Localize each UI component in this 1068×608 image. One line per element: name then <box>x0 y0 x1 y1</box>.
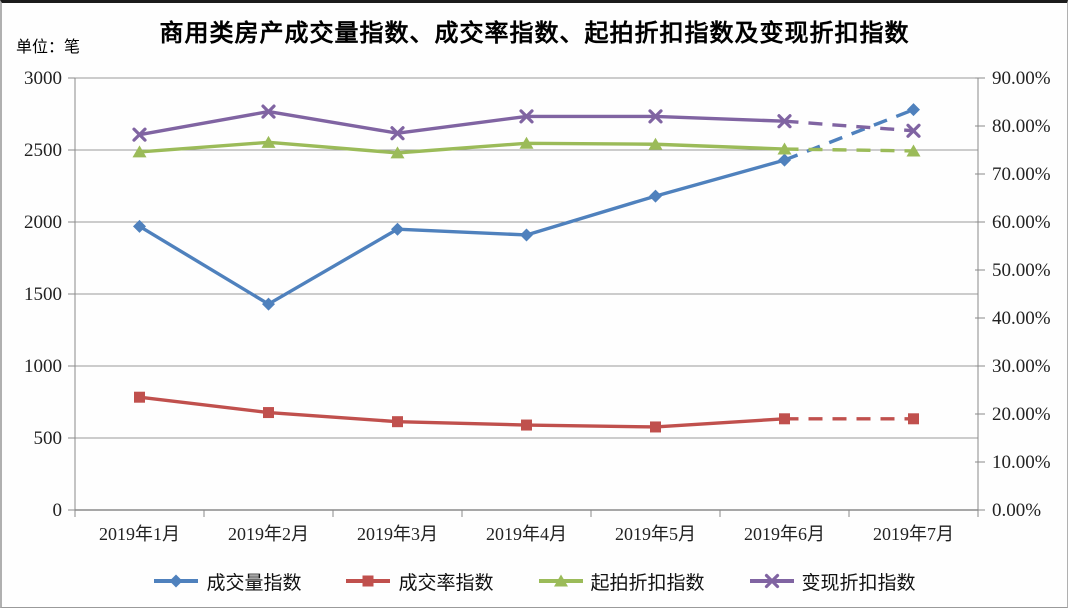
y-axis-right-tick-label: 20.00% <box>992 404 1051 425</box>
y-axis-right-tick-label: 50.00% <box>992 260 1051 281</box>
series-line <box>139 109 785 137</box>
deal-rate-index-legend-marker-icon <box>346 575 391 587</box>
series-marker-x <box>132 127 147 142</box>
y-axis-right-tick-label: 90.00% <box>992 68 1051 89</box>
x-axis-category-label: 2019年3月 <box>357 524 438 544</box>
series-marker-diamond <box>649 189 662 203</box>
x-axis-category-label: 2019年7月 <box>873 524 954 544</box>
x-axis-category-label: 2019年2月 <box>228 524 309 544</box>
y-axis-left-tick-label: 500 <box>34 428 63 449</box>
legend-label: 成交率指数 <box>398 572 494 594</box>
legend-item-deal-rate-index: 成交率指数 <box>345 568 494 595</box>
y-axis-right-tick-label: 70.00% <box>992 164 1051 185</box>
series-marker-x <box>648 109 663 124</box>
y-axis-left-tick-label: 2500 <box>24 140 62 161</box>
y-axis-right-tick-label: 0.00% <box>992 500 1041 521</box>
series-marker-square <box>134 391 145 403</box>
series-marker-diamond <box>520 228 533 242</box>
x-axis-category-label: 2019年6月 <box>744 524 825 544</box>
series-marker-diamond <box>778 153 791 167</box>
series-marker-square <box>650 421 661 433</box>
series-marker-triangle <box>132 145 147 158</box>
y-axis-right-tick-label: 80.00% <box>992 116 1051 137</box>
series-marker-diamond <box>169 574 183 588</box>
series-line <box>138 158 785 306</box>
y-axis-right-tick-label: 40.00% <box>992 308 1051 329</box>
series-起拍折扣指数 <box>132 135 921 159</box>
legend: 成交量指数 成交率指数 起拍折扣指数 变现折扣指数 <box>2 561 1067 601</box>
series-marker-square <box>779 413 790 425</box>
series-line-dashed-forecast <box>784 147 914 153</box>
series-marker-triangle <box>553 574 568 587</box>
y-axis-left-tick-label: 2000 <box>24 212 62 233</box>
series-marker-diamond <box>391 222 404 236</box>
series-marker-x <box>261 104 276 119</box>
x-axis-category-label: 2019年5月 <box>615 524 696 544</box>
plot-area: 3000 2500 2000 1500 1000 500 0 90.00% 80.00% 70.0… <box>24 68 1051 544</box>
chart-title: 商用类房产成交量指数、成交率指数、起拍折扣指数及变现折扣指数 <box>159 20 910 47</box>
y-axis-left-tick-label: 0 <box>53 500 63 521</box>
series-marker-diamond <box>907 103 920 117</box>
series-line-dashed-forecast <box>784 119 914 133</box>
legend-item-starting-discount-index: 起拍折扣指数 <box>538 568 705 595</box>
y-axis-left-tick-label: 3000 <box>24 68 62 89</box>
x-axis-category-label: 2019年1月 <box>99 524 180 544</box>
legend-label: 变现折扣指数 <box>801 572 916 594</box>
liquidation-discount-index-legend-marker-icon <box>749 573 794 589</box>
series-marker-diamond <box>133 219 146 233</box>
series-marker-triangle <box>261 135 276 148</box>
series-line <box>139 140 785 155</box>
series-marker-triangle <box>777 142 792 155</box>
legend-label: 成交量指数 <box>206 572 302 594</box>
unit-label: 单位：笔 <box>16 39 81 56</box>
y-axis-right-tick-label: 30.00% <box>992 356 1051 377</box>
series-marker-triangle <box>390 146 405 159</box>
series-marker-square <box>521 419 532 431</box>
legend-item-liquidation-discount-index: 变现折扣指数 <box>749 568 916 595</box>
series-marker-square <box>392 416 403 428</box>
series-成交量指数 <box>133 103 920 311</box>
series-marker-square <box>908 413 919 425</box>
legend-label: 起拍折扣指数 <box>590 572 705 594</box>
y-axis-left-tick-label: 1500 <box>24 284 62 305</box>
series-marker-square <box>362 575 374 587</box>
series-变现折扣指数 <box>132 104 921 142</box>
series-marker-x <box>519 109 534 124</box>
series-marker-square <box>263 407 274 419</box>
y-axis-right-tick-label: 10.00% <box>992 452 1051 473</box>
volume-index-legend-marker-icon <box>154 574 199 588</box>
series-marker-x <box>764 573 779 589</box>
y-axis-left-tick-label: 1000 <box>24 356 62 377</box>
x-axis-category-label: 2019年4月 <box>486 524 567 544</box>
legend-item-volume-index: 成交量指数 <box>153 568 301 595</box>
y-axis-right-tick-label: 60.00% <box>992 212 1051 233</box>
series-marker-triangle <box>519 136 534 149</box>
series-line-dashed-forecast <box>783 108 915 162</box>
series-marker-triangle <box>906 144 921 157</box>
starting-discount-index-legend-marker-icon <box>538 574 583 587</box>
series-marker-x <box>906 123 921 138</box>
series-marker-triangle <box>648 137 663 150</box>
series-marker-x <box>777 114 792 129</box>
series-line <box>139 395 785 429</box>
series-marker-x <box>390 126 405 141</box>
series-成交率指数 <box>134 391 919 433</box>
series-marker-diamond <box>262 297 275 311</box>
